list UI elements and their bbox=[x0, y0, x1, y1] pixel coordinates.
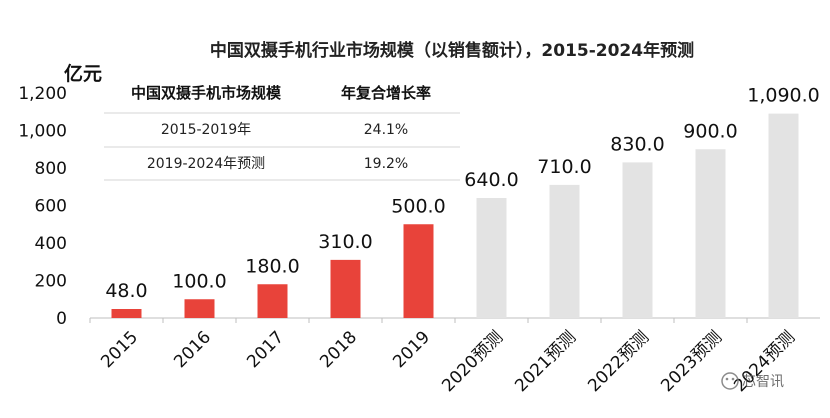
x-tick-label: 2020预测 bbox=[438, 327, 507, 396]
bar bbox=[622, 162, 653, 318]
bar bbox=[549, 184, 580, 318]
bar bbox=[695, 149, 726, 318]
table-row-cagr: 19.2% bbox=[364, 156, 408, 172]
bar bbox=[330, 259, 361, 318]
wechat-icon bbox=[721, 372, 739, 390]
y-tick-label: 1,000 bbox=[18, 122, 67, 142]
data-label: 1,090.0 bbox=[747, 85, 820, 107]
bar bbox=[476, 198, 507, 318]
wechat-icon-dot bbox=[731, 377, 735, 381]
y-axis-unit: 亿元 bbox=[64, 62, 102, 85]
table-row-period: 2019-2024年预测 bbox=[147, 156, 265, 172]
bar bbox=[257, 284, 288, 318]
data-label: 830.0 bbox=[610, 133, 664, 155]
data-label: 100.0 bbox=[172, 270, 226, 292]
x-tick-label: 2017 bbox=[243, 327, 288, 372]
data-label: 640.0 bbox=[464, 169, 518, 191]
data-label: 48.0 bbox=[105, 280, 147, 302]
x-tick-label: 2023预测 bbox=[657, 327, 726, 396]
x-tick-label: 2019 bbox=[389, 327, 434, 372]
watermark-text: 芯智讯 bbox=[742, 374, 784, 390]
y-tick-label: 1,200 bbox=[18, 84, 67, 104]
x-tick-label: 2018 bbox=[316, 327, 361, 372]
y-tick-label: 200 bbox=[35, 272, 67, 292]
watermark: 芯智讯 bbox=[721, 372, 784, 390]
y-tick-label: 600 bbox=[35, 197, 67, 217]
x-tick-label: 2016 bbox=[170, 327, 215, 372]
bar bbox=[403, 224, 434, 318]
chart-title: 中国双摄手机行业市场规模（以销售额计），2015-2024年预测 bbox=[210, 40, 694, 61]
x-tick-label: 2022预测 bbox=[584, 327, 653, 396]
table-row-cagr: 24.1% bbox=[364, 122, 408, 138]
data-label: 500.0 bbox=[391, 195, 445, 217]
cagr-table: 中国双摄手机市场规模 年复合增长率 2015-2019年 24.1% 2019-… bbox=[104, 84, 460, 181]
bar bbox=[768, 113, 799, 318]
bars: 48.0 100.0 180.0 310.0 500.0 640.0 710.0 830.0 9… bbox=[105, 85, 820, 318]
wechat-icon-dot bbox=[725, 377, 729, 381]
y-tick-label: 0 bbox=[56, 309, 67, 329]
data-label: 310.0 bbox=[318, 231, 372, 253]
bar bbox=[184, 299, 215, 318]
table-row-period: 2015-2019年 bbox=[161, 122, 251, 138]
x-tick-label: 2021预测 bbox=[511, 327, 580, 396]
table-header-cagr: 年复合增长率 bbox=[341, 84, 431, 102]
y-tick-label: 800 bbox=[35, 159, 67, 179]
data-label: 180.0 bbox=[245, 255, 299, 277]
y-tick-label: 400 bbox=[35, 234, 67, 254]
table-header-market: 中国双摄手机市场规模 bbox=[131, 84, 282, 102]
bar bbox=[111, 309, 142, 318]
x-tick-label: 2015 bbox=[97, 327, 142, 372]
y-axis: 0 200 400 600 800 1,000 1,200 bbox=[18, 84, 67, 329]
x-axis: 2015 2016 2017 2018 2019 2020预测 2021预测 2022预测 20… bbox=[89, 318, 799, 396]
data-label: 710.0 bbox=[537, 156, 591, 178]
data-label: 900.0 bbox=[683, 120, 737, 142]
